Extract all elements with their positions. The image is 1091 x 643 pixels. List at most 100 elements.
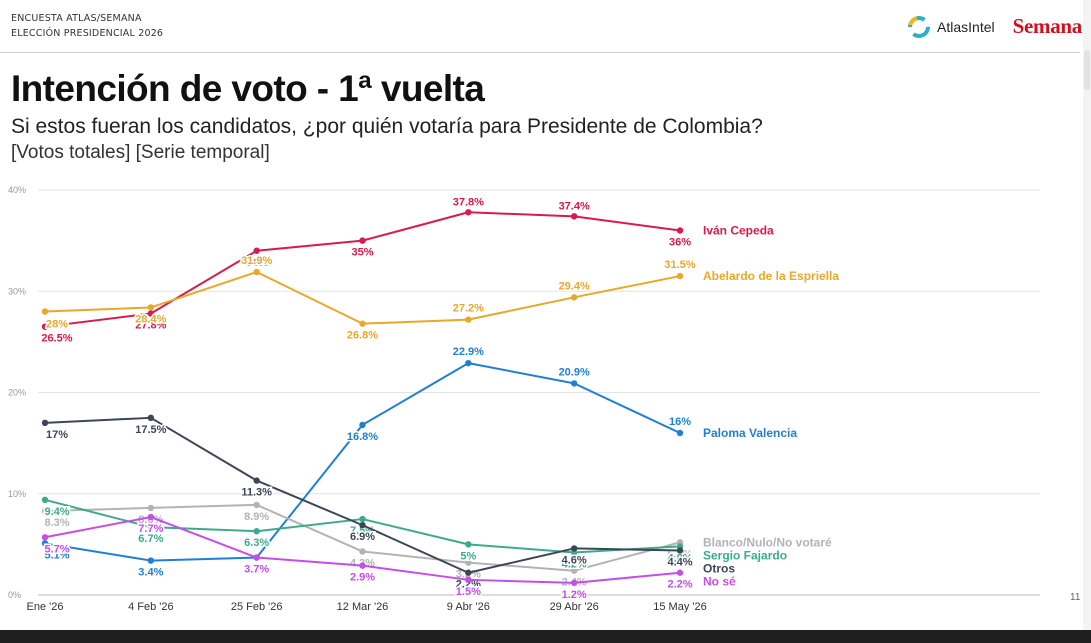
page-number: 11 (1070, 592, 1081, 603)
data-point-paloma-valencia (359, 421, 366, 429)
data-point-ivan-cepeda (253, 247, 260, 254)
series-name-otros: Otros (703, 561, 735, 575)
data-point-sergio-fajardo (41, 496, 49, 504)
data-label-otros: 11.3% (241, 487, 272, 499)
bottom-bar (0, 630, 1091, 643)
data-point-otros (676, 547, 684, 554)
survey-line-1: ENCUESTA ATLAS/SEMANA (11, 13, 142, 24)
data-point-blanco-nulo-no-votare (465, 559, 472, 566)
semana-logo: Semana (1012, 14, 1083, 38)
data-label-abelardo-de-la-espriella: 29.4% (559, 280, 590, 292)
atlasintel-icon (908, 15, 931, 38)
data-point-sergio-fajardo (253, 528, 260, 535)
data-point-otros (465, 569, 472, 576)
survey-line-2: ELECCIÓN PRESIDENCIAL 2026 (11, 28, 164, 39)
series-name-blanco-nulo-no-votare: Blanco/Nulo/No votaré (703, 535, 832, 549)
header-divider (0, 52, 1080, 53)
page-title: Intención de voto - 1ª vuelta (11, 68, 485, 109)
data-label-no-se: 1.5% (456, 586, 481, 598)
data-label-no-se: 3.7% (244, 564, 269, 576)
data-point-abelardo-de-la-espriella (147, 304, 155, 311)
data-label-paloma-valencia: 3.4% (138, 567, 163, 579)
data-label-abelardo-de-la-espriella: 26.8% (347, 330, 378, 342)
y-tick-label: 0% (8, 590, 21, 600)
series-name-no-se: No sé (703, 574, 736, 588)
data-point-abelardo-de-la-espriella (570, 294, 578, 301)
data-label-ivan-cepeda: 37.4% (559, 200, 590, 212)
data-point-blanco-nulo-no-votare (359, 548, 366, 555)
data-label-no-se: 5.7% (44, 543, 69, 555)
data-point-no-se (359, 562, 366, 569)
data-point-blanco-nulo-no-votare (41, 507, 49, 515)
data-label-sergio-fajardo: 4.2% (562, 558, 587, 570)
data-point-ivan-cepeda (147, 310, 155, 317)
data-point-blanco-nulo-no-votare (147, 504, 155, 512)
series-name-paloma-valencia: Paloma Valencia (703, 426, 797, 440)
data-point-otros (147, 414, 155, 422)
data-label-sergio-fajardo: 6.7% (138, 533, 163, 545)
x-tick-label: 29 Abr '26 (550, 601, 599, 613)
data-point-no-se (253, 554, 260, 561)
data-label-abelardo-de-la-espriella: 27.2% (453, 303, 484, 315)
data-label-sergio-fajardo: 6.3% (244, 537, 269, 549)
data-label-otros: 17.5% (135, 424, 166, 436)
data-label-ivan-cepeda: 27.8% (135, 320, 166, 332)
atlasintel-logo: AtlasIntel (907, 15, 995, 39)
x-tick-label: 25 Feb '26 (231, 601, 283, 613)
data-label-paloma-valencia: 20.9% (559, 366, 590, 378)
x-tick-label: Ene '26 (27, 601, 64, 613)
data-point-no-se (147, 513, 155, 521)
y-tick-label: 20% (8, 388, 26, 398)
data-label-otros: 4.4% (667, 556, 692, 568)
data-point-sergio-fajardo (359, 515, 366, 523)
data-point-paloma-valencia (41, 540, 49, 547)
data-label-abelardo-de-la-espriella: 31.5% (664, 259, 695, 271)
data-point-sergio-fajardo (465, 541, 472, 548)
data-label-abelardo-de-la-espriella: 31.9% (241, 255, 272, 267)
y-tick-label: 10% (8, 489, 26, 499)
data-point-abelardo-de-la-espriella (465, 316, 472, 323)
data-label-no-se: 2.2% (667, 579, 692, 591)
data-label-no-se: 7.7% (138, 523, 163, 535)
data-label-paloma-valencia: 3.7% (244, 564, 269, 576)
data-point-abelardo-de-la-espriella (41, 308, 49, 315)
data-point-no-se (676, 569, 684, 576)
series-name-sergio-fajardo: Sergio Fajardo (703, 548, 787, 562)
x-tick-label: 15 May '26 (653, 601, 706, 613)
data-point-otros (253, 477, 260, 484)
x-tick-label: 12 Mar '26 (337, 601, 389, 613)
data-label-no-se: 2.9% (350, 572, 375, 584)
scrollbar[interactable] (1083, 0, 1091, 630)
data-point-ivan-cepeda (676, 227, 684, 234)
atlasintel-text: AtlasIntel (937, 18, 995, 35)
data-point-no-se (570, 579, 578, 587)
series-line-ivan-cepeda (44, 211, 681, 328)
survey-label: ENCUESTA ATLAS/SEMANA ELECCIÓN PRESIDENC… (11, 11, 163, 41)
y-tick-label: 40% (8, 185, 26, 195)
page-note: [Votos totales] [Serie temporal] (11, 142, 270, 163)
logos: AtlasIntel Semana (907, 14, 1082, 39)
data-point-sergio-fajardo (147, 523, 155, 531)
data-label-sergio-fajardo: 5% (460, 550, 476, 562)
data-label-ivan-cepeda: 26.5% (41, 333, 72, 345)
x-tick-label: 4 Feb '26 (128, 601, 174, 613)
data-point-blanco-nulo-no-votare (253, 501, 260, 509)
data-label-ivan-cepeda: 37.8% (453, 196, 484, 208)
data-point-paloma-valencia (147, 557, 155, 564)
data-label-ivan-cepeda: 34% (246, 257, 268, 269)
data-point-abelardo-de-la-espriella (359, 320, 366, 327)
data-point-otros (41, 419, 49, 427)
data-label-paloma-valencia: 5.1% (44, 549, 69, 561)
data-point-abelardo-de-la-espriella (676, 272, 684, 280)
page-subtitle: Si estos fueran los candidatos, ¿por qui… (11, 115, 763, 138)
data-point-blanco-nulo-no-votare (570, 567, 578, 574)
x-tick-label: 9 Abr '26 (447, 601, 490, 613)
data-point-paloma-valencia (570, 380, 578, 387)
scrollbar-thumb[interactable] (1084, 50, 1090, 90)
data-point-ivan-cepeda (570, 213, 578, 220)
data-label-ivan-cepeda: 36% (669, 237, 691, 249)
data-label-otros: 17% (46, 429, 68, 441)
data-label-paloma-valencia: 16.8% (347, 431, 378, 443)
data-point-no-se (41, 534, 49, 541)
data-point-ivan-cepeda (359, 237, 366, 244)
